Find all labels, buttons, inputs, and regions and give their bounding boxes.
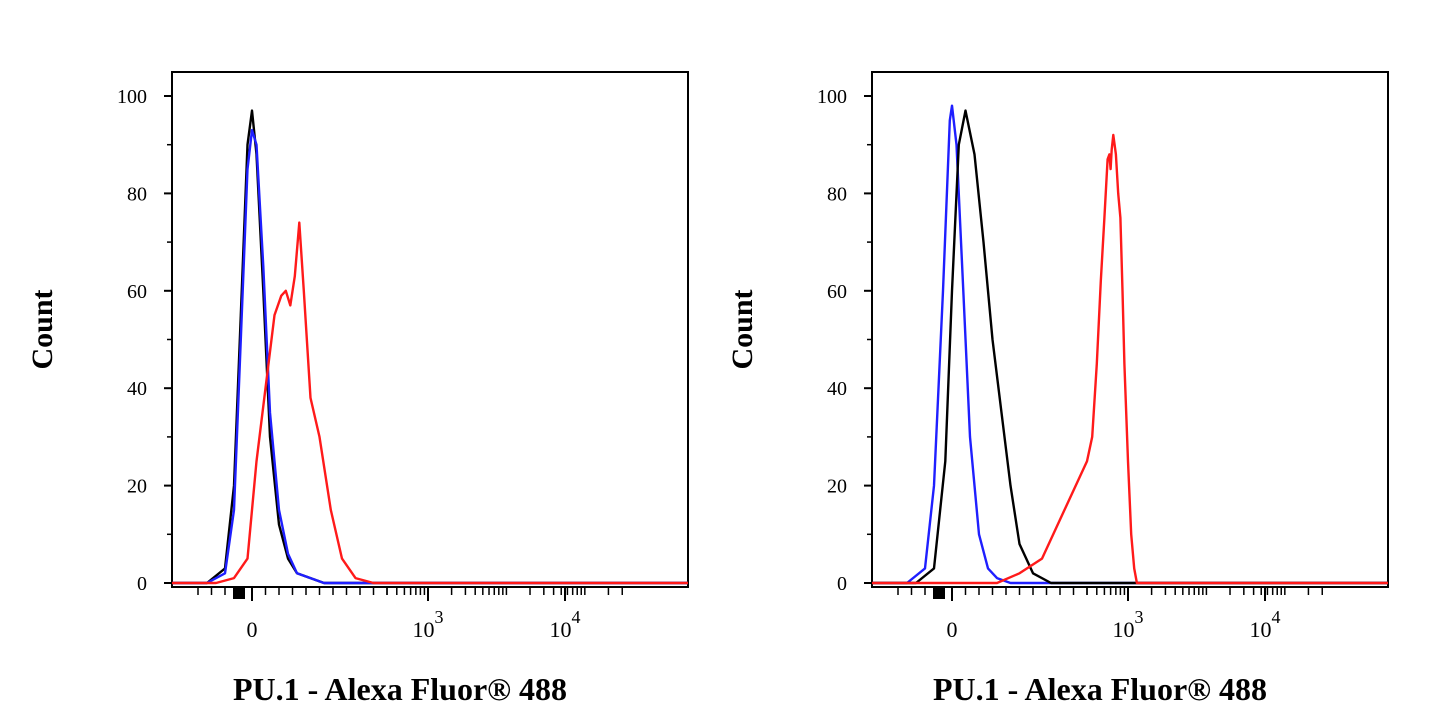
x-tick-label: 103 [413, 607, 444, 642]
y-tick-label: 0 [137, 573, 147, 595]
x-tick-exponent: 4 [572, 607, 581, 627]
x-tick-exponent: 4 [1272, 607, 1281, 627]
series-line-blue [172, 128, 688, 585]
series-line-red [872, 133, 1388, 585]
series-line-blue [872, 104, 1388, 585]
y-tick-label: 60 [127, 281, 147, 303]
y-axis-label: Count [726, 289, 759, 369]
x-tick-exponent: 3 [1135, 607, 1144, 627]
x-axis-label: PU.1 - Alexa Fluor® 488 [933, 671, 1267, 707]
y-axis-label: Count [26, 289, 59, 369]
y-tick-label: 0 [837, 573, 847, 595]
x-tick-label: 103 [1113, 607, 1144, 642]
series-line-black [872, 109, 1388, 585]
x-tick-label: 104 [1250, 607, 1281, 642]
plot-frame [871, 71, 1389, 588]
series-line-red [172, 221, 688, 585]
y-tick-label: 20 [127, 476, 147, 498]
y-tick-label: 40 [827, 378, 847, 400]
y-tick-label: 80 [127, 183, 147, 205]
x-tick-label: 0 [947, 617, 958, 642]
histogram-chart-right: 0 20 40 60 80 100 0 103 104 Count PU.1 - Alexa Flu… [726, 71, 1389, 707]
y-tick-label: 60 [827, 281, 847, 303]
y-tick-label: 100 [117, 86, 147, 108]
y-tick-label: 20 [827, 476, 847, 498]
histogram-chart-left: 0 20 40 60 80 100 0 103 104 Count PU.1 - Alexa Flu… [26, 71, 689, 707]
series-line-black [172, 109, 688, 585]
x-tick-label: 0 [247, 617, 258, 642]
x-axis-label: PU.1 - Alexa Fluor® 488 [233, 671, 567, 707]
plot-frame [171, 71, 689, 588]
x-tick-exponent: 3 [435, 607, 444, 627]
histogram-panel-left: 0 20 40 60 80 100 0 103 104 Count PU.1 - Alexa Flu… [0, 0, 722, 723]
x-tick-label: 104 [550, 607, 581, 642]
histogram-panel-right: 0 20 40 60 80 100 0 103 104 Count PU.1 - Alexa Flu… [700, 0, 1422, 723]
y-tick-label: 40 [127, 378, 147, 400]
y-tick-label: 100 [817, 86, 847, 108]
y-tick-label: 80 [827, 183, 847, 205]
